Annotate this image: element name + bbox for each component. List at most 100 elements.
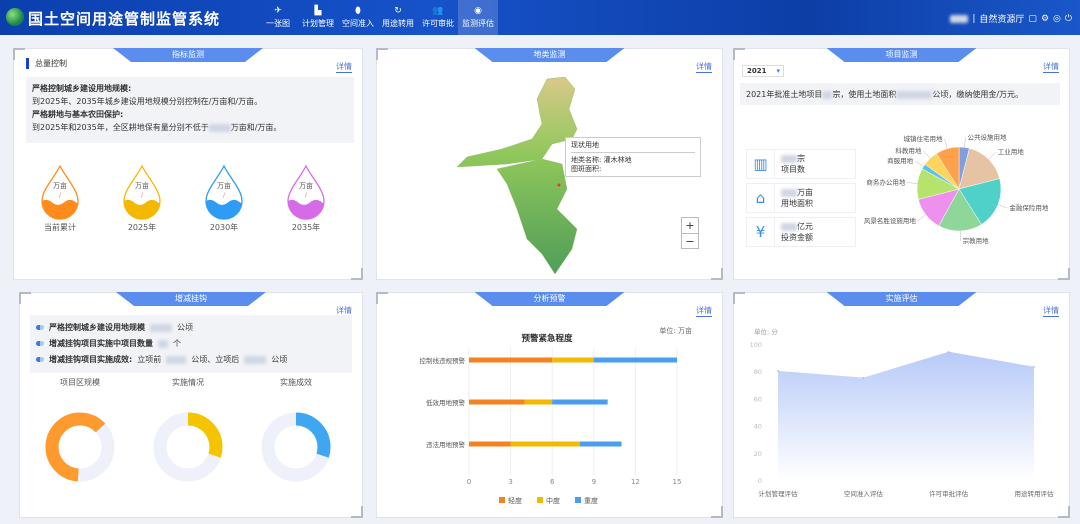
- water-drop-gauge: 万亩 /: [204, 164, 244, 224]
- zoom-in-button[interactable]: +: [682, 218, 698, 234]
- section-subtitle: 总量控制: [26, 58, 67, 69]
- pie-leader: [997, 204, 1008, 209]
- linkage-panel: 增减挂钩 详情 严格控制城乡建设用地规模 公顷 增减挂钩项目实施中项目数量个增减挂钩…: [19, 292, 363, 518]
- donut-title: 实施成效: [280, 377, 312, 387]
- pie-leader: [944, 138, 948, 149]
- y-category-label: 违法用地预警: [426, 440, 466, 449]
- linkage-item: 增减挂钩项目实施成效: 立项前 公顷、立项后 公顷: [36, 354, 346, 365]
- land-use-map[interactable]: [447, 69, 647, 279]
- bar-segment: [552, 399, 608, 405]
- bar-segment: [510, 441, 580, 447]
- divider: |: [972, 13, 976, 24]
- y-tick-label: 0: [758, 477, 762, 485]
- nav-tab-0[interactable]: ✈ 一张图: [258, 0, 298, 35]
- nav-tab-2[interactable]: ⬮ 空间准入: [338, 0, 378, 35]
- zoom-control: + −: [681, 217, 699, 249]
- nav-label: 许可审批: [422, 19, 454, 28]
- bar-segment: [524, 399, 553, 405]
- chevron-down-icon: ▾: [776, 67, 780, 75]
- y-category-label: 控制线违规预警: [420, 356, 466, 365]
- linkage-list: 严格控制城乡建设用地规模 公顷 增减挂钩项目实施中项目数量个增减挂钩项目实施成效: 立…: [30, 315, 352, 373]
- nav-tab-3[interactable]: ↻ 用途转用: [378, 0, 418, 35]
- nav-tab-5[interactable]: ◉ 监测评估: [458, 0, 498, 35]
- settings-icon[interactable]: ◎: [1053, 13, 1061, 24]
- legend-swatch: [575, 497, 581, 503]
- area-fill: [778, 351, 1034, 481]
- zoom-out-button[interactable]: −: [685, 235, 695, 248]
- bullet-icon: [36, 357, 44, 362]
- data-point: [777, 370, 779, 372]
- unit-label: 单位: 分: [754, 327, 778, 336]
- nav-label: 空间准入: [342, 19, 374, 28]
- linkage-item: 严格控制城乡建设用地规模 公顷: [36, 322, 346, 333]
- y-tick-label: 60: [754, 395, 762, 403]
- paragraph: 到2025年、2035年城乡建设用地规模分别控制在/万亩和/万亩。: [32, 97, 263, 106]
- indicator-text: 严格控制城乡建设用地规模: 到2025年、2035年城乡建设用地规模分别控制在/…: [26, 77, 354, 143]
- evaluation-area-chart: 单位: 分 0 20 40 60 80 100 计划管理评估 空间准入评估 许可审批评估 用途转用评…: [750, 327, 1054, 498]
- panel-title: 分析预警: [474, 292, 625, 306]
- bullet-icon: [36, 325, 44, 330]
- stat-label: 项目数: [781, 165, 805, 174]
- eye-icon: ◉: [474, 6, 482, 16]
- linkage-donut-charts: 项目区规模 实施情况 实施成效: [45, 377, 331, 482]
- stat-unit: 宗: [797, 154, 805, 163]
- donut-arc: [261, 412, 331, 482]
- pie-label: 金融保险用地: [1009, 203, 1049, 212]
- bar-segment: [579, 441, 622, 447]
- drop-label: 2035年: [291, 223, 321, 232]
- globe-logo-icon: [6, 8, 24, 26]
- pie-leader: [907, 182, 918, 184]
- warning-panel: 分析预警 详情 预警紧急程度 单位: 万亩 0 3 6 9 12 15 控制线违规预警 低效用地预…: [376, 292, 723, 518]
- x-tick-label: 0: [467, 478, 471, 486]
- x-tick-label: 6: [550, 478, 555, 486]
- user-area: | 自然资源厅 ▢ ⚙ ◎ ⏻: [950, 12, 1072, 25]
- y-tick-label: 100: [750, 341, 762, 349]
- year-select[interactable]: 2021 ▾: [742, 65, 784, 77]
- map-popup: 现状用地 地类名称: 灌木林地 图斑面积:: [565, 137, 701, 177]
- details-link[interactable]: 详情: [696, 62, 712, 73]
- nav-tab-4[interactable]: 👥 许可审批: [418, 0, 458, 35]
- details-link[interactable]: 详情: [1043, 306, 1059, 317]
- donut-title: 项目区规模: [60, 377, 100, 387]
- pin-icon: ⬮: [355, 6, 361, 16]
- popup-name: 地类名称: 灌木林地: [571, 156, 632, 164]
- x-tick-label: 9: [592, 478, 596, 486]
- data-point: [1033, 365, 1035, 368]
- x-category-label: 许可审批评估: [929, 489, 969, 498]
- data-point: [947, 351, 950, 353]
- chart-icon: ▙: [314, 6, 322, 16]
- panel-title: 增减挂钩: [116, 292, 266, 306]
- message-icon[interactable]: ▢: [1028, 13, 1037, 24]
- landtype-panel: 地类监测 详情 现状用地 地类名称: 灌木林地 图斑面积: + −: [376, 48, 723, 280]
- heading: 严格控制城乡建设用地规模:: [32, 84, 132, 93]
- legend-label: 中度: [546, 496, 560, 505]
- details-link[interactable]: 详情: [696, 306, 712, 317]
- x-category-label: 计划管理评估: [759, 489, 799, 498]
- indicator-panel: 指标监测 总量控制 详情 严格控制城乡建设用地规模: 到2025年、2035年城…: [13, 48, 363, 280]
- pie-label: 科教用地: [895, 146, 922, 155]
- details-link[interactable]: 详情: [336, 62, 352, 73]
- linkage-item: 增减挂钩项目实施中项目数量个: [36, 338, 346, 349]
- project-stat: ⌂ 万亩 用地面积: [746, 183, 856, 213]
- popup-area: 图斑面积:: [571, 165, 602, 173]
- stat-label: 投资金额: [781, 233, 813, 242]
- drop-value: /: [305, 192, 308, 199]
- books-icon: ▥: [747, 150, 775, 178]
- power-icon[interactable]: ⏻: [1064, 13, 1072, 24]
- panel-title: 指标监测: [113, 48, 263, 62]
- gear-icon[interactable]: ⚙: [1040, 13, 1050, 24]
- nav-label: 用途转用: [382, 19, 414, 28]
- pie-label: 风景名胜设施用地: [864, 216, 917, 225]
- details-link[interactable]: 详情: [1043, 62, 1059, 73]
- y-tick-label: 80: [754, 368, 762, 376]
- nav-tab-1[interactable]: ▙ 计划管理: [298, 0, 338, 35]
- pie-slice: [958, 148, 1000, 190]
- pie-label: 工业用地: [998, 147, 1025, 156]
- donut-arc: [45, 412, 115, 482]
- top-bar: 国土空间用途管制监管系统 ✈ 一张图 ▙ 计划管理 ⬮ 空间准入 ↻ 用途转用 👥 许可审批 ◉ 监测…: [0, 0, 1080, 35]
- org-name: 自然资源厅: [979, 15, 1025, 25]
- drop-value: /: [223, 192, 226, 199]
- drop-value: /: [141, 192, 144, 199]
- pie-label: 公共设施用地: [968, 132, 1008, 141]
- legend-swatch: [499, 497, 505, 503]
